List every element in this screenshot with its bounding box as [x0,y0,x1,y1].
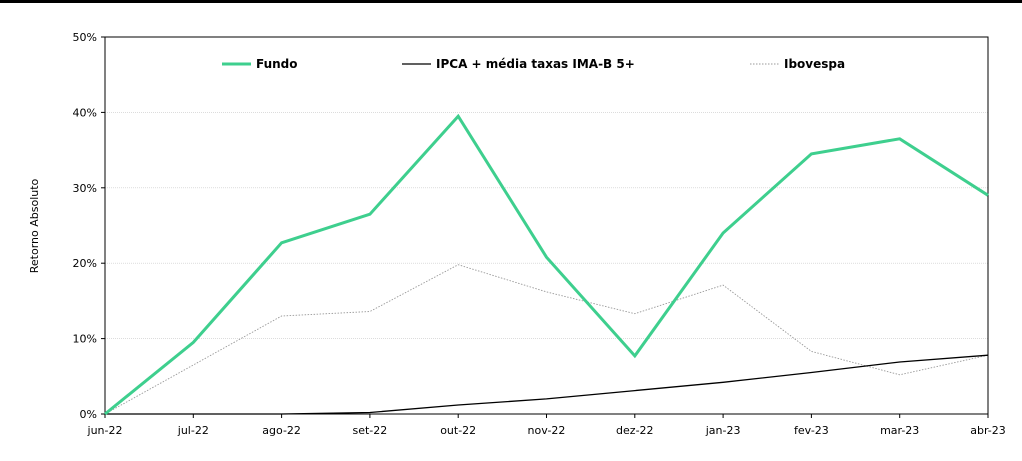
top-border-line [0,0,1022,3]
x-axis-ticks: jun-22 jul-22 ago-22 set-22 out-22 nov-22 dez-… [87,414,1006,437]
x-tick-label: fev-23 [794,424,829,437]
legend-label: IPCA + média taxas IMA-B 5+ [436,57,635,71]
y-axis-ticks: 0% 10% 20% 30% 40% 50% [73,31,105,421]
x-tick-label: abr-23 [970,424,1006,437]
x-tick-label: jan-23 [705,424,741,437]
x-tick-label: dez-22 [616,424,654,437]
y-tick-label: 30% [73,182,97,195]
y-tick-label: 40% [73,106,97,119]
x-tick-label: nov-22 [528,424,566,437]
series-line-2 [105,354,989,415]
series-lines [104,113,989,416]
legend-label: Fundo [256,57,298,71]
y-tick-label: 50% [73,31,97,44]
x-tick-label: ago-22 [262,424,301,437]
legend-label: Ibovespa [784,57,845,71]
series-line-3 [104,264,989,415]
y-tick-label: 10% [73,333,97,346]
x-tick-label: set-22 [353,424,388,437]
x-tick-label: out-22 [440,424,476,437]
y-tick-label: 0% [80,408,97,421]
y-tick-label: 20% [73,257,97,270]
x-tick-label: mar-23 [880,424,919,437]
x-tick-label: jun-22 [87,424,123,437]
y-axis-label: Retorno Absoluto [28,178,41,273]
legend: Fundo IPCA + média taxas IMA-B 5+ Ibovespa [222,57,845,71]
x-tick-label: jul-22 [177,424,209,437]
plot-area-frame [104,36,989,415]
series-line-1 [104,113,989,416]
